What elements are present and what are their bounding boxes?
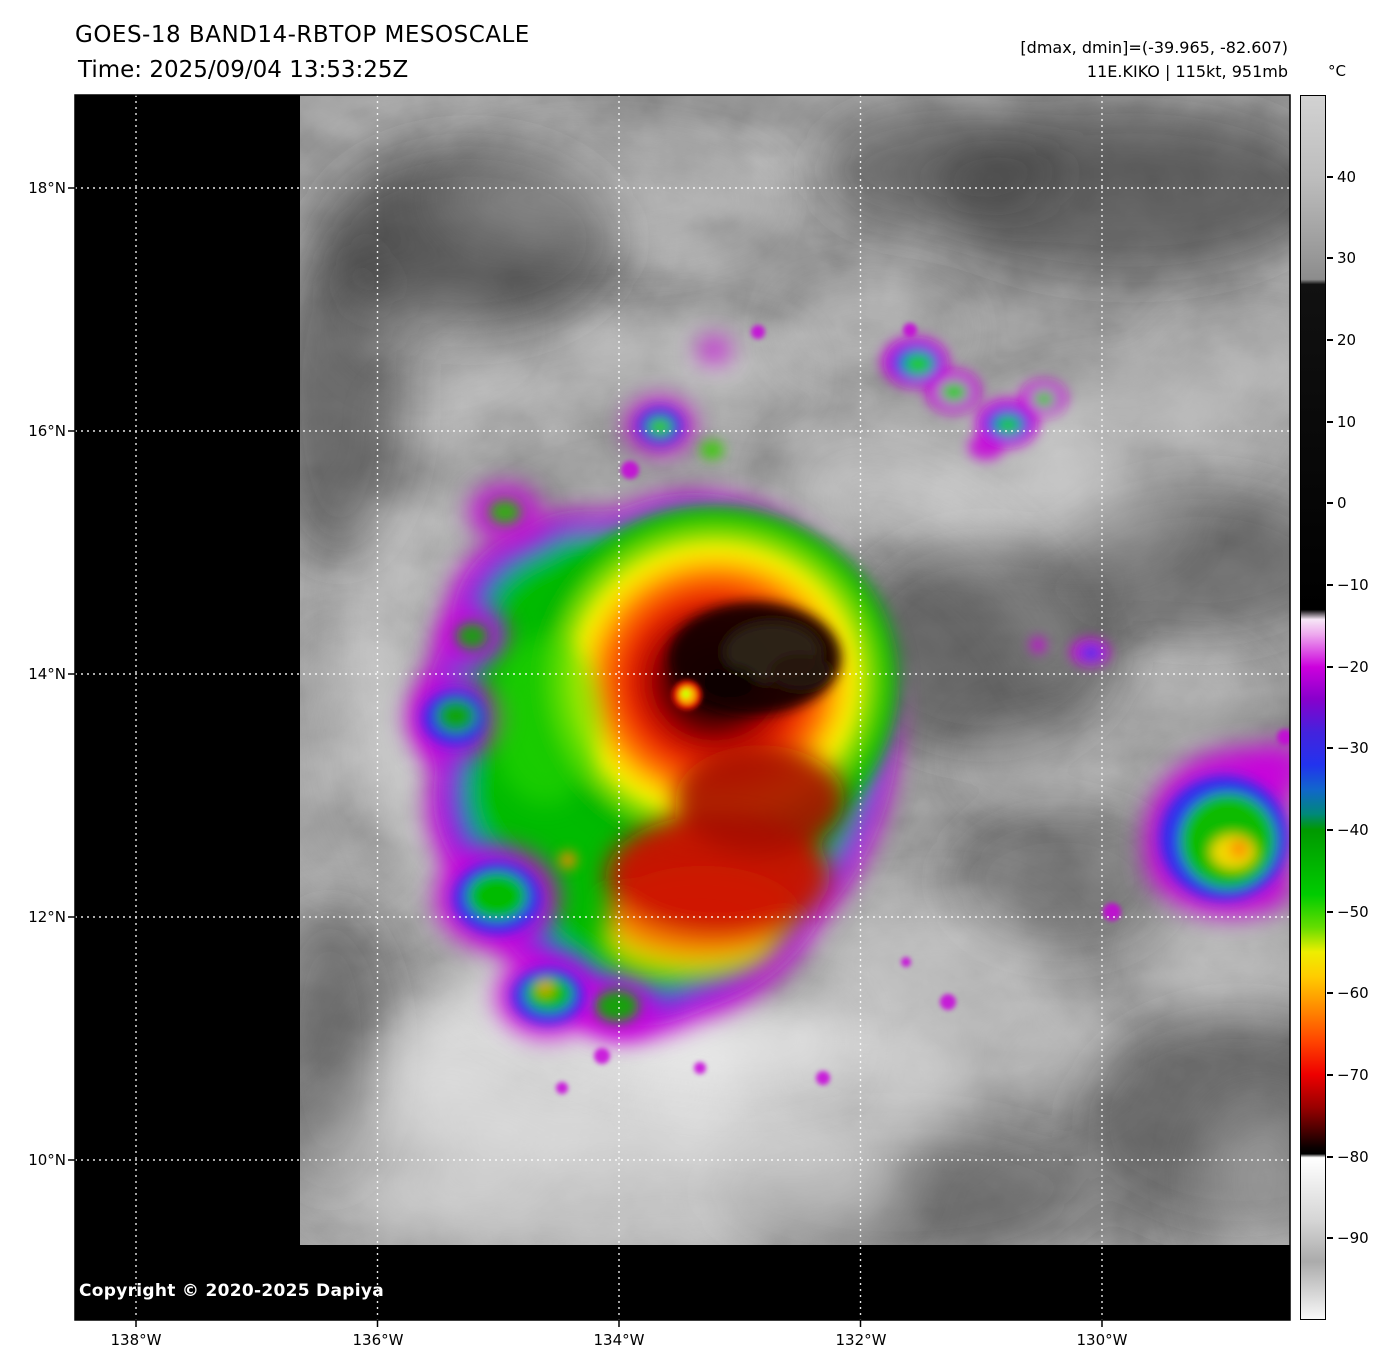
colorbar-tick-mark <box>1327 911 1333 913</box>
cirrus-shield <box>351 327 1085 1082</box>
colorbar-tick-label: −60 <box>1337 984 1369 1002</box>
colorbar-tick-mark <box>1327 666 1333 668</box>
colorbar-tick-mark <box>1327 1156 1333 1158</box>
colorbar-tick-mark <box>1327 1074 1333 1076</box>
axis-ticks <box>68 187 1103 1327</box>
colorbar-tick-mark <box>1327 829 1333 831</box>
colorbar-tick-mark <box>1327 421 1333 423</box>
colorbar-tick-label: 30 <box>1337 249 1357 267</box>
lon-label-134w: 134°W <box>593 1331 645 1349</box>
colorbar-tick-mark <box>1327 176 1333 178</box>
colorbar-tick-label: 10 <box>1337 413 1357 431</box>
lon-label-136w: 136°W <box>352 1331 404 1349</box>
colorbar-tick-mark <box>1327 257 1333 259</box>
colorbar-tick-mark <box>1327 992 1333 994</box>
cloud-field <box>300 95 1290 1245</box>
colorbar-tick-mark <box>1327 502 1333 504</box>
colorbar-gradient <box>1300 95 1326 1320</box>
hurricane-core <box>407 337 910 1040</box>
storm-info: 11E.KIKO | 115kt, 951mb <box>1086 62 1288 81</box>
colorbar-tick-label: −50 <box>1337 903 1369 921</box>
lat-label-18n: 18°N <box>28 179 66 197</box>
colorbar-unit-label: °C <box>1328 62 1346 80</box>
colorbar-tick-mark <box>1327 1237 1333 1239</box>
colorbar-tick-label: 0 <box>1337 494 1347 512</box>
lat-label-16n: 16°N <box>28 422 66 440</box>
colorbar-tick-label: −20 <box>1337 658 1369 676</box>
map-frame <box>74 94 1291 1321</box>
lat-label-12n: 12°N <box>28 908 66 926</box>
gridlines <box>75 95 1290 1320</box>
lat-label-14n: 14°N <box>28 665 66 683</box>
copyright-watermark: Copyright © 2020-2025 Dapiya <box>79 1281 384 1301</box>
figure-timestamp: Time: 2025/09/04 13:53:25Z <box>78 57 409 83</box>
colorbar-tick-label: 20 <box>1337 331 1357 349</box>
lat-label-10n: 10°N <box>28 1151 66 1169</box>
colorbar-tick-label: −10 <box>1337 576 1369 594</box>
lon-label-130w: 130°W <box>1076 1331 1128 1349</box>
hurricane-eye <box>672 680 702 710</box>
lon-label-132w: 132°W <box>835 1331 887 1349</box>
dmax-dmin-readout: [dmax, dmin]=(-39.965, -82.607) <box>1020 38 1288 57</box>
figure-title: GOES-18 BAND14-RBTOP MESOSCALE <box>75 22 530 48</box>
colorbar-tick-mark <box>1327 747 1333 749</box>
colorbar-tick-label: −90 <box>1337 1229 1369 1247</box>
colorbar-tick-label: 40 <box>1337 168 1357 186</box>
colorbar-tick-label: −30 <box>1337 739 1369 757</box>
map-background <box>75 95 1290 1320</box>
colorbar-tick-label: −70 <box>1337 1066 1369 1084</box>
colorbar-tick-mark <box>1327 339 1333 341</box>
colorbar-tick-label: −40 <box>1337 821 1369 839</box>
colorbar-tick-label: −80 <box>1337 1148 1369 1166</box>
outer-convective-cells <box>556 323 1290 1094</box>
lon-label-138w: 138°W <box>110 1331 162 1349</box>
colorbar-tick-mark <box>1327 584 1333 586</box>
